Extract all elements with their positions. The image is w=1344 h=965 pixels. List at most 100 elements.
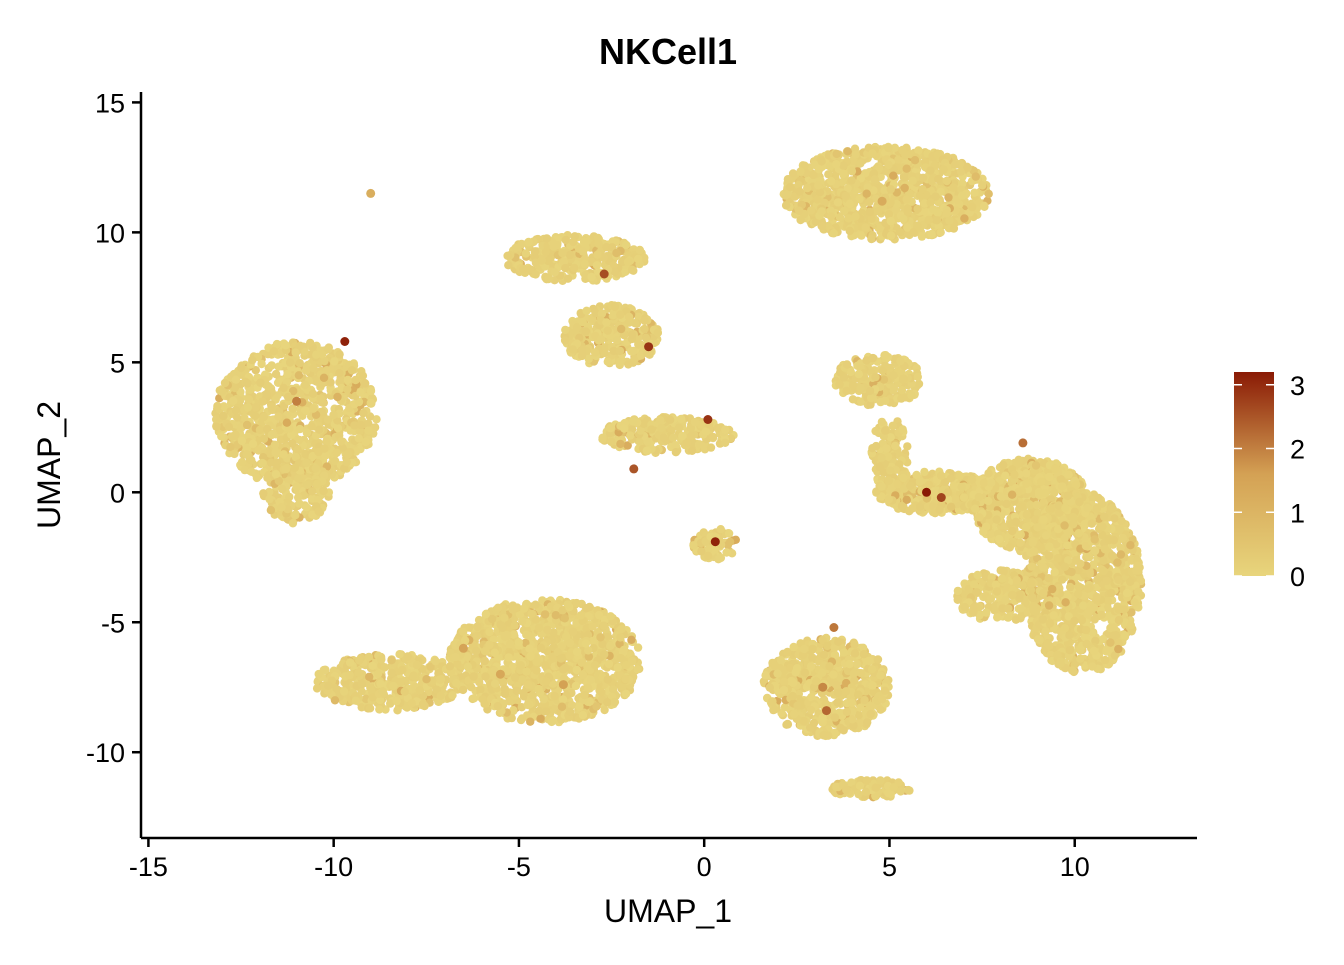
cell-point — [613, 663, 622, 672]
cell-point — [934, 174, 943, 184]
cell-point — [571, 681, 581, 691]
cell-point — [478, 695, 487, 704]
cell-point — [229, 396, 238, 405]
cell-point — [237, 457, 247, 467]
cell-point — [503, 251, 512, 260]
cell-point — [294, 371, 304, 380]
cell-point — [910, 156, 920, 165]
cell-point — [608, 685, 618, 694]
cell-point — [368, 661, 377, 670]
cell-point — [570, 263, 579, 273]
cell-point — [521, 249, 531, 258]
cell-point — [960, 214, 969, 223]
cell-point — [302, 503, 311, 512]
cell-point — [320, 356, 329, 366]
cell-point — [782, 720, 791, 729]
cell-point — [258, 397, 267, 406]
cell-point — [480, 656, 489, 666]
cell-point — [242, 420, 252, 430]
cell-point — [689, 541, 698, 550]
cell-point — [592, 261, 602, 270]
cell-point — [251, 403, 260, 412]
cell-point — [366, 398, 375, 408]
cell-point — [436, 675, 446, 684]
cell-point — [565, 250, 575, 260]
cell-point — [629, 417, 638, 426]
cell-point — [259, 412, 268, 422]
cell-point — [255, 425, 265, 435]
cell-point — [583, 683, 593, 692]
cell-point — [599, 621, 608, 630]
cell-point — [373, 669, 383, 678]
cell-point — [578, 317, 587, 327]
cell-point — [398, 665, 407, 675]
cell-point — [243, 379, 252, 388]
cell-point — [536, 714, 545, 723]
cell-point — [288, 404, 297, 413]
cell-point — [220, 378, 230, 388]
cell-point — [231, 406, 240, 415]
cell-point — [445, 662, 455, 671]
cell-point — [431, 656, 440, 666]
cell-point — [212, 422, 221, 431]
cell-point — [266, 506, 276, 515]
cell-point — [523, 700, 532, 710]
cell-point — [463, 662, 473, 671]
cell-point — [963, 163, 972, 172]
cell-point — [295, 499, 304, 508]
cell-point — [376, 679, 385, 688]
cell-point — [500, 684, 509, 694]
cell-point — [550, 691, 559, 701]
cell-point — [944, 193, 953, 202]
cell-point — [335, 369, 344, 378]
cell-point — [578, 247, 588, 256]
cell-point — [817, 157, 826, 166]
cell-point — [308, 510, 317, 519]
cell-point — [978, 181, 987, 190]
cell-point — [607, 437, 616, 447]
cell-point — [932, 216, 941, 225]
cell-point — [563, 274, 573, 283]
cell-point — [481, 672, 490, 681]
cell-point — [903, 207, 912, 217]
cell-point — [596, 633, 605, 642]
cell-point — [485, 640, 494, 650]
cell-point — [267, 402, 276, 411]
cell-point — [285, 358, 295, 367]
cell-point — [886, 216, 895, 226]
cell-point — [356, 388, 365, 397]
cell-point — [269, 347, 279, 356]
cell-point — [372, 415, 381, 424]
cell-point — [448, 691, 457, 700]
cell-point — [621, 661, 631, 670]
cell-point — [345, 670, 354, 680]
cell-point — [319, 373, 329, 382]
cell-point — [603, 357, 612, 366]
cell-point — [565, 651, 574, 661]
cell-point — [333, 424, 343, 433]
cell-point — [522, 667, 531, 676]
cell-point — [504, 261, 513, 270]
cell-point — [500, 613, 509, 622]
cell-point — [641, 333, 651, 342]
cell-point — [899, 214, 908, 223]
cell-point — [580, 690, 589, 700]
cell-point — [942, 176, 951, 186]
cell-point — [796, 215, 805, 225]
cell-point — [563, 600, 572, 609]
cell-point — [861, 223, 870, 232]
cell-point — [578, 345, 587, 354]
cell-point — [917, 232, 927, 241]
cell-point — [706, 443, 716, 452]
cell-point — [687, 446, 697, 455]
cell-point — [267, 361, 276, 370]
cell-point — [565, 638, 575, 648]
cell-point — [312, 350, 321, 359]
cell-point — [532, 666, 541, 675]
cell-point — [695, 440, 704, 449]
cell-point — [312, 684, 322, 693]
cell-point — [949, 183, 958, 192]
cell-point — [300, 347, 309, 356]
cell-point — [524, 237, 533, 247]
cell-point — [833, 198, 843, 207]
